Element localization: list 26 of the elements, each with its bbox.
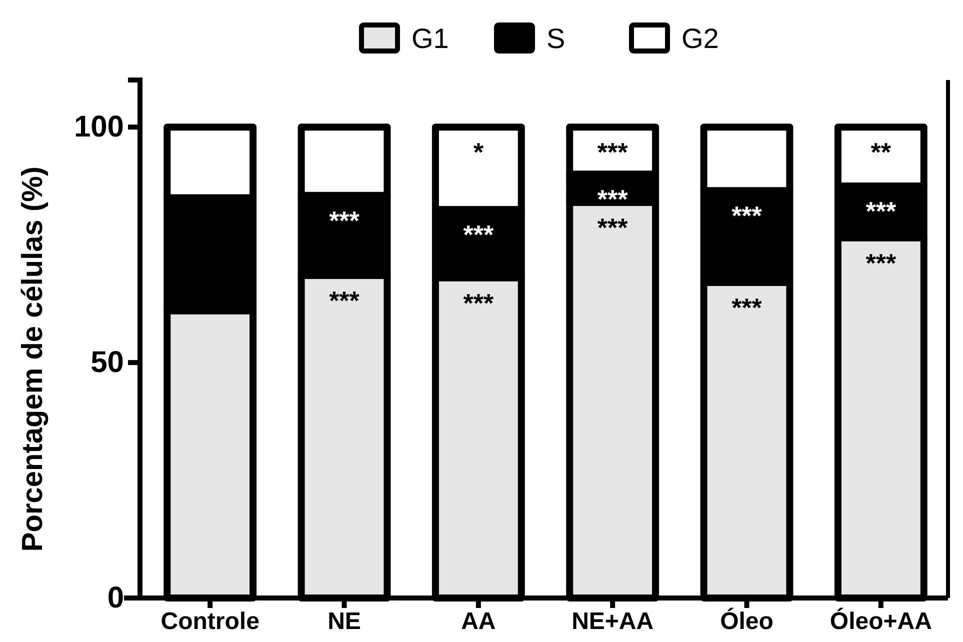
x-tick-label: AA <box>461 608 496 636</box>
annotation: *** <box>597 212 629 242</box>
y-axis-title: Porcentagem de células (%) <box>17 166 49 552</box>
annotation: *** <box>597 137 629 168</box>
annotation: *** <box>732 292 763 322</box>
y-tick-label: 100 <box>74 110 124 144</box>
y-tick-label: 50 <box>90 346 124 380</box>
legend-label: G1 <box>412 23 449 54</box>
x-tick-label: Óleo+AA <box>830 607 932 636</box>
annotation: *** <box>463 288 494 318</box>
annotation: *** <box>597 184 629 214</box>
annotation: *** <box>732 200 763 231</box>
legend-label: G2 <box>682 23 719 54</box>
y-tick-label: 0 <box>107 582 124 615</box>
annotation: *** <box>866 248 897 278</box>
annotation: ** <box>870 137 892 168</box>
annotation: * <box>473 137 484 168</box>
annotation: *** <box>329 205 360 236</box>
x-tick-label: Óleo <box>720 607 774 636</box>
x-tick-label: NE <box>328 608 361 636</box>
annotation: *** <box>866 196 897 226</box>
x-tick-label: NE+AA <box>572 608 654 636</box>
legend-label: S <box>546 23 566 54</box>
x-tick-label: Controle <box>160 608 260 636</box>
annotation: *** <box>329 285 360 316</box>
annotation: *** <box>463 220 494 250</box>
